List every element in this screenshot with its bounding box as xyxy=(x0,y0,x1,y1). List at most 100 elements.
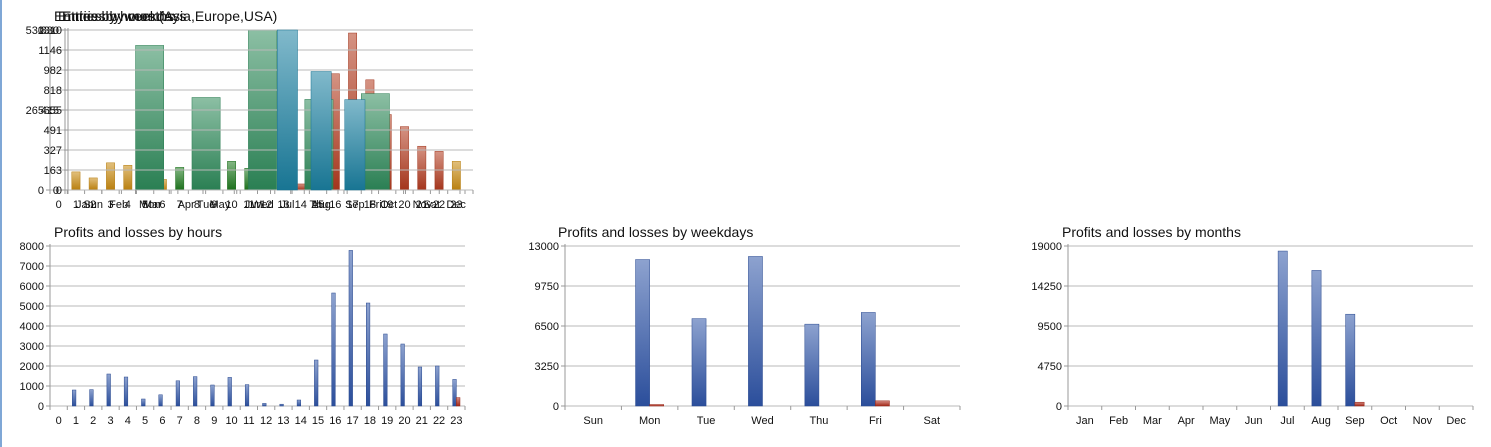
x-tick-label: Jun xyxy=(1245,415,1263,427)
profit-bar xyxy=(331,292,336,407)
loss-bar xyxy=(875,400,890,407)
x-tick-label: 1 xyxy=(73,199,79,211)
x-tick-label: 19 xyxy=(381,415,393,427)
x-tick-label: Oct xyxy=(1380,415,1397,427)
chart-title: Entries by months xyxy=(62,8,174,24)
x-tick-label: 12 xyxy=(260,415,272,427)
x-tick-label: 5 xyxy=(142,415,148,427)
profit-bar xyxy=(175,380,180,407)
x-tick-label: Wed xyxy=(251,199,273,211)
x-tick-label: 9 xyxy=(211,199,217,211)
x-tick-label: Fri xyxy=(369,199,382,211)
x-tick-label: 14 xyxy=(295,199,307,211)
profit-bar xyxy=(123,376,129,407)
x-tick-label: Feb xyxy=(109,199,128,211)
x-tick-label: 21 xyxy=(416,199,428,211)
profit-bar xyxy=(262,403,267,407)
x-tick-label: Feb xyxy=(1109,415,1128,427)
x-tick-label: 17 xyxy=(346,415,358,427)
profit-bar xyxy=(383,333,388,407)
profits-losses-by-hours-chart: Profits and losses by hours 0 1000 2000 3000… xyxy=(0,217,500,447)
profit-bar xyxy=(106,373,111,407)
x-tick-label: 8 xyxy=(194,415,200,427)
x-tick-label: 18 xyxy=(364,199,376,211)
y-tick-label: 14250 xyxy=(1031,281,1062,293)
x-tick-label: 18 xyxy=(364,415,376,427)
bar xyxy=(277,29,298,191)
x-tick-label: 2 xyxy=(90,199,96,211)
x-tick-label: Apr xyxy=(1178,415,1195,427)
y-tick-label: 4000 xyxy=(20,321,44,333)
x-tick-label: 0 xyxy=(56,415,62,427)
profit-bar xyxy=(193,376,198,407)
x-tick-label: 20 xyxy=(398,415,410,427)
chart-title: Profits and losses by months xyxy=(1062,224,1241,240)
x-tick-label: Jan xyxy=(76,199,94,211)
x-tick-label: Fri xyxy=(869,415,882,427)
x-tick-label: 2 xyxy=(90,415,96,427)
profit-bar xyxy=(804,323,820,407)
chart-title: Profits and losses by weekdays xyxy=(558,224,753,240)
x-tick-label: Aug xyxy=(1311,415,1331,427)
x-tick-label: 3 xyxy=(107,415,113,427)
y-tick-label: 530 xyxy=(26,25,44,37)
x-tick-label: Nov xyxy=(1413,415,1433,427)
x-tick-label: May xyxy=(209,199,230,211)
profits-losses-by-hours-svg: Profits and losses by hours 0 1000 2000 3000… xyxy=(20,224,466,427)
x-tick-label: 7 xyxy=(177,199,183,211)
profits-losses-by-weekdays-chart: Profits and losses by weekdays 0 3250 6500 9… xyxy=(500,217,1000,447)
y-tick-label: 491 xyxy=(44,125,62,137)
x-tick-label: 23 xyxy=(450,415,462,427)
profit-bar xyxy=(366,302,371,407)
loss-bar xyxy=(456,397,461,407)
x-tick-label: Thu xyxy=(809,415,828,427)
y-tick-label: 5000 xyxy=(20,301,44,313)
profits-losses-by-weekdays-svg: Profits and losses by weekdays 0 3250 6500 9… xyxy=(528,224,961,427)
profits-losses-by-months-chart: Profits and losses by months 0 4750 9500 142… xyxy=(1000,217,1491,447)
x-tick-label: 22 xyxy=(433,415,445,427)
x-tick-label: Dec xyxy=(1446,415,1466,427)
x-tick-label: Dec xyxy=(446,199,466,211)
x-tick-label: Aug xyxy=(311,199,331,211)
profit-bar xyxy=(210,384,215,407)
profit-bar xyxy=(89,389,94,407)
x-tick-label: Sep xyxy=(1345,415,1365,427)
profit-bar xyxy=(314,359,319,407)
x-tick-label: 14 xyxy=(295,415,307,427)
profit-bar xyxy=(72,389,77,407)
x-tick-label: Sat xyxy=(924,415,941,427)
x-tick-label: May xyxy=(1209,415,1230,427)
profit-bar xyxy=(158,394,163,407)
x-tick-label: Sat xyxy=(424,199,441,211)
chart-title: Entries by weekdays xyxy=(58,8,186,24)
x-tick-label: 13 xyxy=(277,415,289,427)
x-tick-label: Wed xyxy=(751,415,773,427)
x-tick-label: 19 xyxy=(381,199,393,211)
x-tick-label: Jul xyxy=(280,199,294,211)
x-tick-label: 15 xyxy=(312,415,324,427)
x-tick-label: 10 xyxy=(225,415,237,427)
x-tick-label: 23 xyxy=(450,199,462,211)
x-tick-label: 13 xyxy=(277,199,289,211)
y-tick-label: 4750 xyxy=(1038,361,1062,373)
x-tick-label: Apr xyxy=(178,199,195,211)
profit-bar xyxy=(296,399,301,407)
chart-group: Profits and losses by months 0 4750 9500 142… xyxy=(1031,224,1474,427)
profit-bar xyxy=(244,384,250,407)
y-tick-label: 1146 xyxy=(38,45,62,57)
profit-bar xyxy=(400,343,405,407)
y-tick-label: 0 xyxy=(553,401,559,413)
x-tick-label: Sep xyxy=(345,199,365,211)
x-tick-label: Tue xyxy=(697,415,716,427)
x-tick-label: 7 xyxy=(177,415,183,427)
x-tick-label: 3 xyxy=(107,199,113,211)
y-tick-label: 818 xyxy=(44,85,62,97)
x-tick-label: 8 xyxy=(194,199,200,211)
profit-bar xyxy=(452,379,457,407)
x-tick-label: Jun xyxy=(245,199,263,211)
profit-bar xyxy=(1277,250,1288,407)
x-tick-label: 16 xyxy=(329,199,341,211)
y-tick-label: 0 xyxy=(53,185,59,197)
x-tick-label: Nov xyxy=(413,199,433,211)
bar xyxy=(310,71,332,191)
